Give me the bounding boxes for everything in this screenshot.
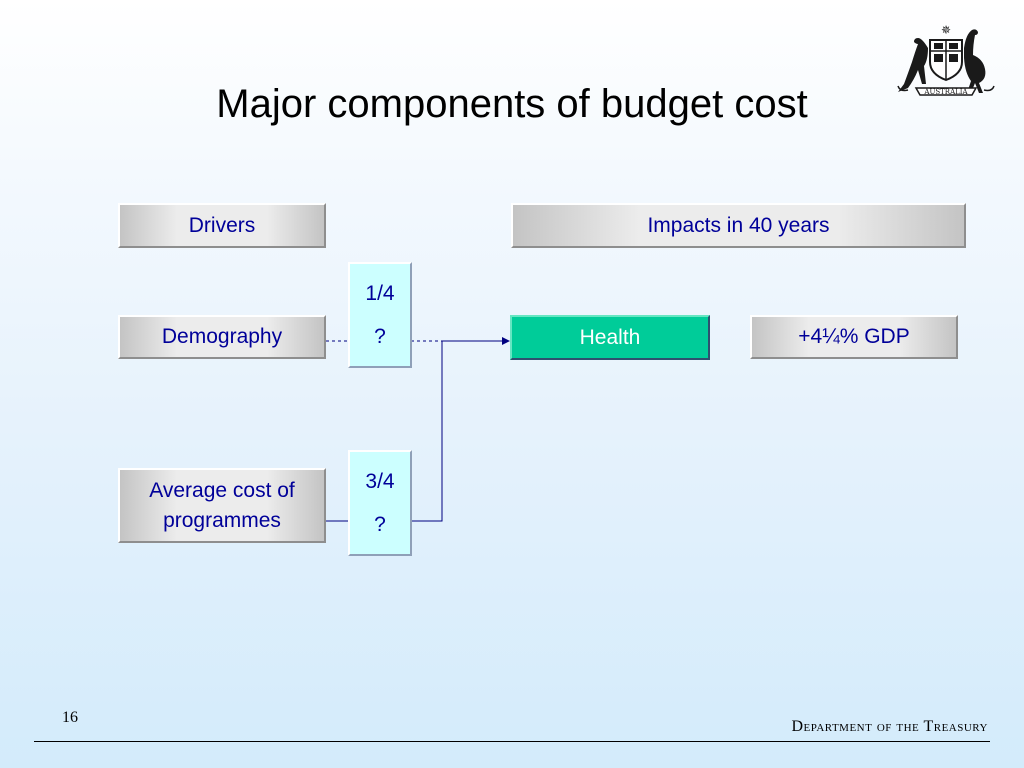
crest-scroll-text: AUSTRALIA [923,88,968,96]
australia-coat-of-arms-icon: ✵ AUSTRALIA [897,23,995,96]
connector-share-to-junction [411,341,443,522]
footer-divider [34,741,990,742]
share-fraction: 3/4 [365,470,395,493]
page-number: 16 [62,709,78,726]
share-note: ? [374,513,386,536]
department-footer: Department of the Treasury [791,718,988,735]
share-box-average-cost: 3/4 ? [348,450,412,556]
impact-health: Health [510,315,710,360]
share-fraction: 1/4 [365,282,395,305]
svg-text:✵: ✵ [941,23,951,37]
share-note: ? [374,325,386,348]
impacts-header: Impacts in 40 years [511,203,966,248]
impact-result: +4¼% GDP [750,315,958,359]
driver-demography: Demography [118,315,326,359]
share-box-demography: 1/4 ? [348,262,412,368]
slide-title: Major components of budget cost [216,82,808,126]
drivers-header: Drivers [118,203,326,248]
driver-average-cost: Average cost of programmes [118,468,326,543]
